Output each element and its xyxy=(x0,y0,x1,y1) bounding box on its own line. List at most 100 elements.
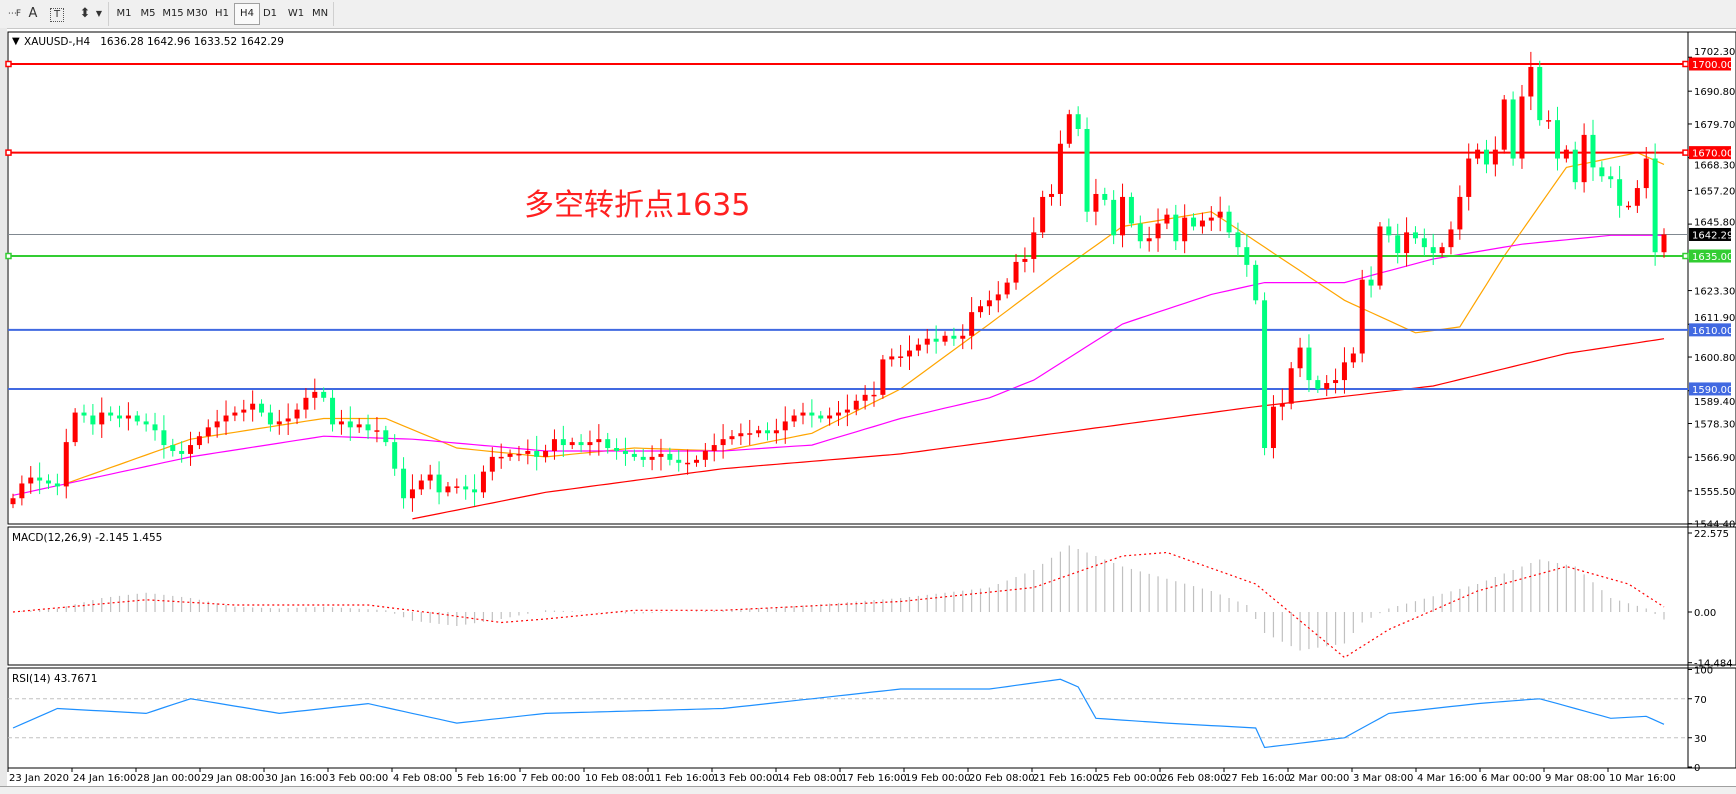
macd-tick-label: 0.00 xyxy=(1694,608,1716,619)
candle xyxy=(587,430,593,456)
candle xyxy=(1057,130,1063,206)
timeframe-d1-button[interactable]: D1 xyxy=(262,8,278,19)
candle xyxy=(1617,165,1623,218)
price-tick-label: 1555.50 xyxy=(1694,487,1735,498)
candle xyxy=(46,474,52,490)
candle-body xyxy=(418,480,424,490)
candle-body xyxy=(1341,362,1347,381)
time-tick-label: 4 Mar 16:00 xyxy=(1417,773,1477,784)
candle-body xyxy=(898,356,904,358)
candle xyxy=(1146,226,1152,252)
candle-body xyxy=(969,312,975,336)
candle xyxy=(507,449,513,461)
candle-body xyxy=(445,486,451,493)
candle-body xyxy=(1350,353,1356,363)
time-tick-label: 23 Jan 2020 xyxy=(9,773,69,784)
time-tick-label: 3 Mar 08:00 xyxy=(1353,773,1413,784)
candle xyxy=(605,432,611,454)
candle-body xyxy=(90,415,96,425)
candle-body xyxy=(1075,114,1081,129)
timeframe-h4-button[interactable]: H4 xyxy=(234,3,260,25)
candle-body xyxy=(747,433,753,435)
timeframe-m1-button[interactable]: M1 xyxy=(116,8,132,19)
level-handle-right xyxy=(1682,149,1689,156)
candle xyxy=(108,406,114,422)
timeframe-m15-button[interactable]: M15 xyxy=(162,8,184,19)
candle-body xyxy=(1004,282,1010,295)
candle xyxy=(90,404,96,435)
candle xyxy=(1226,205,1232,238)
text-label-icon[interactable]: T xyxy=(50,8,64,22)
candle xyxy=(747,419,753,446)
timeframe-mn-button[interactable]: MN xyxy=(311,8,329,19)
candle-body xyxy=(19,483,25,499)
period-separator-icon[interactable]: ⋯F xyxy=(7,9,21,19)
candle-body xyxy=(880,359,886,395)
price-tick-label: 1668.30 xyxy=(1694,161,1735,172)
candle xyxy=(134,411,140,426)
candle-body xyxy=(374,430,380,432)
candle xyxy=(338,409,344,435)
candle-body xyxy=(1146,238,1152,242)
text-icon[interactable]: A xyxy=(28,6,38,21)
candle-body xyxy=(667,453,673,460)
candle xyxy=(640,448,646,468)
candle-body xyxy=(1617,179,1623,206)
candle xyxy=(1643,147,1649,199)
candle xyxy=(1510,91,1516,166)
candle xyxy=(702,442,708,468)
timeframe-w1-button[interactable]: W1 xyxy=(287,8,305,19)
timeframe-m5-button[interactable]: M5 xyxy=(140,8,156,19)
macd-label: MACD(12,26,9) -2.145 1.455 xyxy=(12,532,162,544)
candle-body xyxy=(614,448,620,451)
candle-body xyxy=(54,483,60,487)
level-handle-right xyxy=(1682,252,1689,260)
candle-body xyxy=(1395,235,1401,254)
candle-body xyxy=(915,344,921,351)
candle-body xyxy=(1634,188,1640,206)
candle xyxy=(1173,204,1179,251)
candle-body xyxy=(809,412,815,416)
candle xyxy=(1111,190,1117,245)
candle xyxy=(1625,201,1631,210)
candle xyxy=(1448,221,1454,255)
candle xyxy=(1049,184,1055,206)
time-tick-label: 17 Feb 16:00 xyxy=(841,773,907,784)
rsi-tick-label: 100 xyxy=(1694,666,1713,677)
candle xyxy=(871,381,877,407)
candle xyxy=(658,438,664,471)
candle-body xyxy=(463,486,469,490)
candle xyxy=(1208,206,1214,231)
candle-body xyxy=(1013,261,1019,283)
candle-body xyxy=(294,409,300,419)
price-tick-label: 1611.90 xyxy=(1694,313,1735,324)
candle-body xyxy=(1057,143,1063,194)
arrows-icon[interactable]: ⬍ xyxy=(79,6,91,21)
candle-body xyxy=(1262,300,1268,449)
candle xyxy=(791,409,797,428)
candle-body xyxy=(489,456,495,472)
candle xyxy=(1191,213,1197,231)
chevron-down-icon[interactable]: ▼ xyxy=(95,9,103,18)
candle-body xyxy=(241,409,247,413)
candle-body xyxy=(560,439,566,446)
timeframe-m30-button[interactable]: M30 xyxy=(186,8,208,19)
time-tick-label: 9 Mar 08:00 xyxy=(1545,773,1605,784)
candle-body xyxy=(738,433,744,437)
candle xyxy=(1075,106,1081,137)
candle-body xyxy=(649,456,655,460)
candle-body xyxy=(1643,158,1649,189)
candle-body xyxy=(1661,234,1667,253)
level-price-box xyxy=(1689,249,1731,263)
candle xyxy=(1528,51,1534,111)
candle-body xyxy=(853,400,859,410)
time-tick-label: 25 Feb 00:00 xyxy=(1097,773,1163,784)
candle xyxy=(1483,139,1489,174)
timeframe-h1-button[interactable]: H1 xyxy=(215,8,229,19)
level-price-box xyxy=(1689,323,1731,337)
candle-body xyxy=(1377,226,1383,286)
candle-body xyxy=(409,489,415,499)
candle xyxy=(711,433,717,462)
candle-body xyxy=(401,468,407,499)
